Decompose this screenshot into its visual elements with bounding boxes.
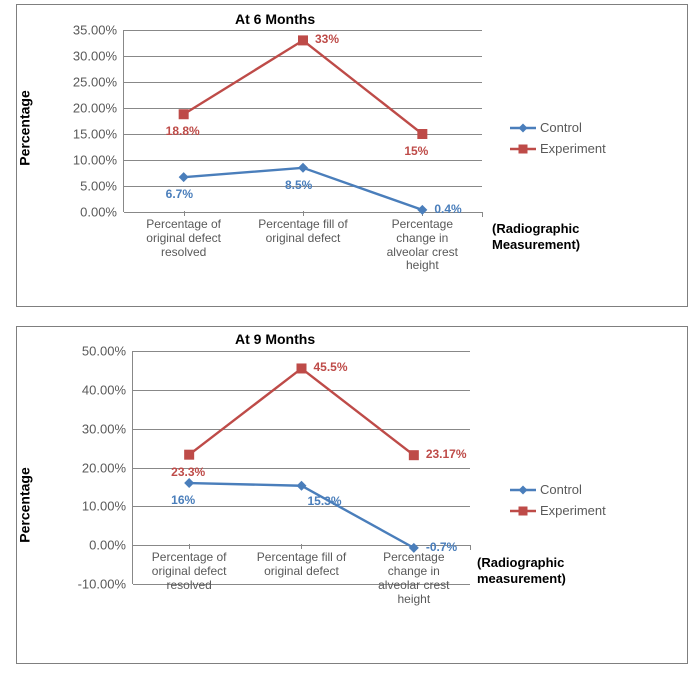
chart-title: At 6 Months — [235, 11, 315, 27]
y-axis-label: Percentage — [17, 467, 33, 542]
x-category-label: Percentagechange inalveolar crestheight — [363, 212, 482, 273]
y-tick-label: 50.00% — [82, 344, 133, 359]
y-tick-label: 0.00% — [89, 538, 133, 553]
data-label: 33% — [315, 32, 339, 46]
y-tick-label: 10.00% — [82, 499, 133, 514]
y-tick-label: 30.00% — [82, 421, 133, 436]
chart-chart9: At 9 MonthsPercentage-10.00%0.00%10.00%2… — [16, 326, 688, 664]
data-label: 6.7% — [166, 187, 193, 201]
data-label: 23.3% — [171, 465, 205, 479]
data-label: -0.7% — [426, 540, 457, 554]
legend-label: Control — [540, 120, 582, 135]
legend-item-experiment: Experiment — [510, 141, 606, 156]
legend-label: Control — [540, 482, 582, 497]
marker-experiment — [417, 129, 427, 139]
plot-area: -10.00%0.00%10.00%20.00%30.00%40.00%50.0… — [132, 351, 470, 584]
y-tick-label: 10.00% — [73, 153, 124, 168]
legend-marker-icon — [510, 505, 536, 517]
marker-experiment — [409, 450, 419, 460]
series-line-experiment — [189, 368, 414, 455]
marker-control — [297, 481, 307, 491]
y-tick-label: 40.00% — [82, 382, 133, 397]
marker-control — [298, 163, 308, 173]
legend-marker-icon — [510, 122, 536, 134]
series-line-control — [189, 483, 414, 548]
data-label: 0.4% — [434, 202, 461, 216]
data-label: 8.5% — [285, 178, 312, 192]
legend-item-experiment: Experiment — [510, 503, 606, 518]
marker-control — [179, 172, 189, 182]
marker-experiment — [297, 363, 307, 373]
legend-item-control: Control — [510, 120, 606, 135]
marker-experiment — [179, 109, 189, 119]
legend: Control Experiment — [510, 482, 606, 524]
x-category-label: Percentage fill oforiginal defect — [243, 212, 362, 246]
legend-label: Experiment — [540, 503, 606, 518]
data-label: 16% — [171, 493, 195, 507]
axis-extra-label: (RadiographicMeasurement) — [492, 221, 580, 252]
marker-experiment — [298, 35, 308, 45]
chart-title: At 9 Months — [235, 331, 315, 347]
y-tick-label: 30.00% — [73, 49, 124, 64]
plot-area: 0.00%5.00%10.00%15.00%20.00%25.00%30.00%… — [123, 30, 482, 212]
legend-marker-icon — [510, 143, 536, 155]
axis-extra-label: (Radiographicmeasurement) — [477, 555, 566, 586]
legend: Control Experiment — [510, 120, 606, 162]
y-tick-label: 15.00% — [73, 127, 124, 142]
data-label: 45.5% — [314, 360, 348, 374]
series-line-experiment — [184, 40, 423, 134]
data-label: 15% — [404, 144, 428, 158]
data-label: 23.17% — [426, 447, 467, 461]
y-tick-label: -10.00% — [78, 577, 133, 592]
y-tick-label: 25.00% — [73, 75, 124, 90]
y-tick-label: 0.00% — [80, 205, 124, 220]
y-axis-label: Percentage — [17, 90, 33, 165]
y-tick-label: 20.00% — [73, 101, 124, 116]
x-category-label: Percentage oforiginal defectresolved — [124, 212, 243, 259]
legend-marker-icon — [510, 484, 536, 496]
chart-chart6: At 6 MonthsPercentage0.00%5.00%10.00%15.… — [16, 4, 688, 307]
y-tick-label: 5.00% — [80, 179, 124, 194]
legend-item-control: Control — [510, 482, 606, 497]
marker-control — [409, 543, 419, 553]
data-label: 18.8% — [166, 124, 200, 138]
y-tick-label: 35.00% — [73, 23, 124, 38]
data-label: 15.3% — [308, 494, 342, 508]
y-tick-label: 20.00% — [82, 460, 133, 475]
legend-label: Experiment — [540, 141, 606, 156]
marker-experiment — [184, 450, 194, 460]
marker-control — [184, 478, 194, 488]
